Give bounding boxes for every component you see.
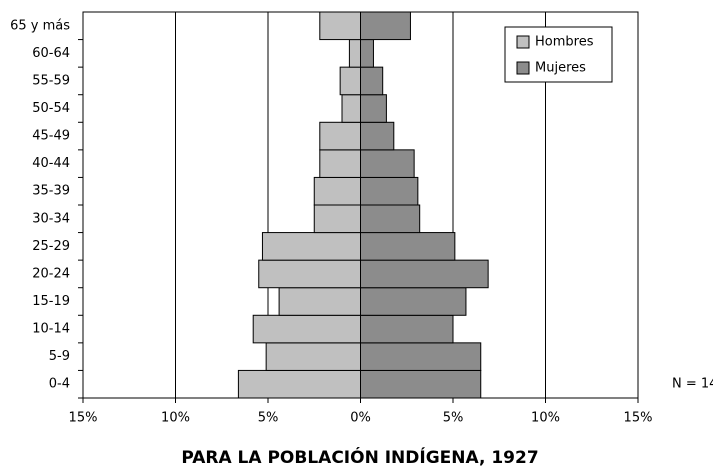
x-tick-label: 10% — [161, 411, 190, 426]
legend-label: Hombres — [535, 35, 594, 50]
bar — [360, 11, 411, 41]
legend-label: Mujeres — [535, 61, 586, 76]
bar — [360, 314, 454, 344]
y-tick-label: 50-54 — [32, 101, 70, 116]
bar — [258, 259, 361, 289]
bar — [360, 369, 482, 399]
chart-title: PARA LA POBLACIÓN INDÍGENA, 1927 — [181, 446, 538, 468]
y-tick-label: 55-59 — [32, 73, 70, 88]
x-tick-label: 0% — [350, 411, 371, 426]
annotation: N = 1467 — [672, 377, 713, 392]
bar — [237, 369, 361, 399]
legend-swatch — [516, 35, 530, 49]
y-tick-label: 25-29 — [32, 239, 70, 254]
y-tick-label: 15-19 — [32, 294, 70, 309]
bar — [313, 176, 361, 206]
bar — [360, 176, 419, 206]
x-tick-label: 15% — [624, 411, 653, 426]
bar — [360, 39, 374, 68]
x-tick-label: 5% — [443, 411, 464, 426]
y-tick-label: 5-9 — [49, 349, 70, 364]
y-tick-label: 60-64 — [32, 46, 70, 61]
bar — [261, 232, 362, 261]
bar — [360, 342, 482, 371]
bar — [339, 66, 361, 96]
bar — [360, 287, 467, 316]
plot-frame — [82, 11, 639, 399]
x-tick-label: 10% — [531, 411, 560, 426]
bar — [319, 11, 361, 41]
y-tick-label: 45-49 — [32, 129, 70, 144]
y-tick-label: 65 y más — [10, 18, 70, 33]
bar — [360, 149, 415, 178]
bar — [360, 66, 384, 96]
bar — [278, 287, 362, 316]
bar — [348, 39, 361, 68]
bar — [360, 121, 395, 151]
bar — [360, 232, 456, 261]
y-tick-label: 10-14 — [32, 322, 70, 337]
bar — [313, 204, 361, 234]
x-tick-label: 5% — [258, 411, 279, 426]
bar — [360, 94, 387, 123]
bar — [319, 121, 361, 151]
y-tick-label: 30-34 — [32, 211, 70, 226]
bar — [360, 259, 489, 289]
bar — [341, 94, 361, 123]
bar — [252, 314, 361, 344]
x-tick-label: 15% — [69, 411, 98, 426]
bar — [319, 149, 361, 178]
y-tick-label: 20-24 — [32, 266, 70, 281]
y-tick-label: 40-44 — [32, 156, 70, 171]
bar — [360, 204, 421, 234]
legend-swatch — [516, 61, 530, 75]
bar — [265, 342, 361, 371]
y-tick-label: 35-39 — [32, 184, 70, 199]
y-tick-label: 0-4 — [49, 377, 70, 392]
